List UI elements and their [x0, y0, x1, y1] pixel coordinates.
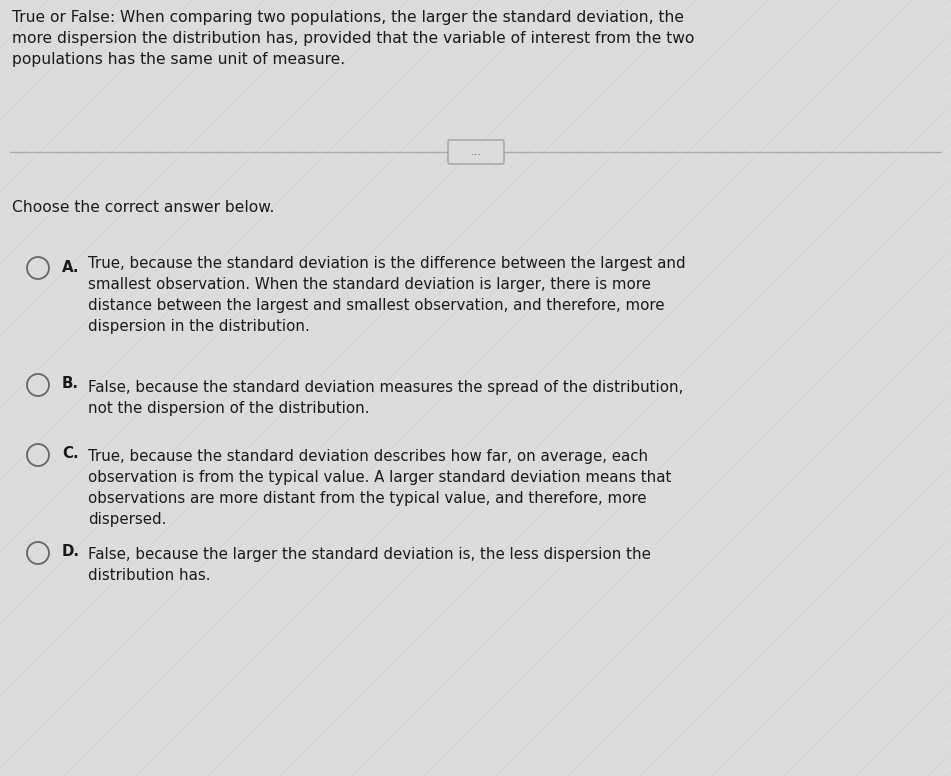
Text: False, because the larger the standard deviation is, the less dispersion the
dis: False, because the larger the standard d…	[88, 547, 650, 583]
Text: True or False: When comparing two populations, the larger the standard deviation: True or False: When comparing two popula…	[12, 10, 694, 67]
Text: B.: B.	[62, 376, 79, 392]
Text: False, because the standard deviation measures the spread of the distribution,
n: False, because the standard deviation me…	[88, 380, 684, 416]
Text: ...: ...	[471, 147, 481, 157]
Text: True, because the standard deviation describes how far, on average, each
observa: True, because the standard deviation des…	[88, 449, 671, 527]
Text: Choose the correct answer below.: Choose the correct answer below.	[12, 200, 275, 215]
Text: C.: C.	[62, 446, 79, 462]
Text: True, because the standard deviation is the difference between the largest and
s: True, because the standard deviation is …	[88, 256, 686, 334]
Text: D.: D.	[62, 545, 80, 559]
FancyBboxPatch shape	[448, 140, 504, 164]
Text: A.: A.	[62, 259, 80, 275]
